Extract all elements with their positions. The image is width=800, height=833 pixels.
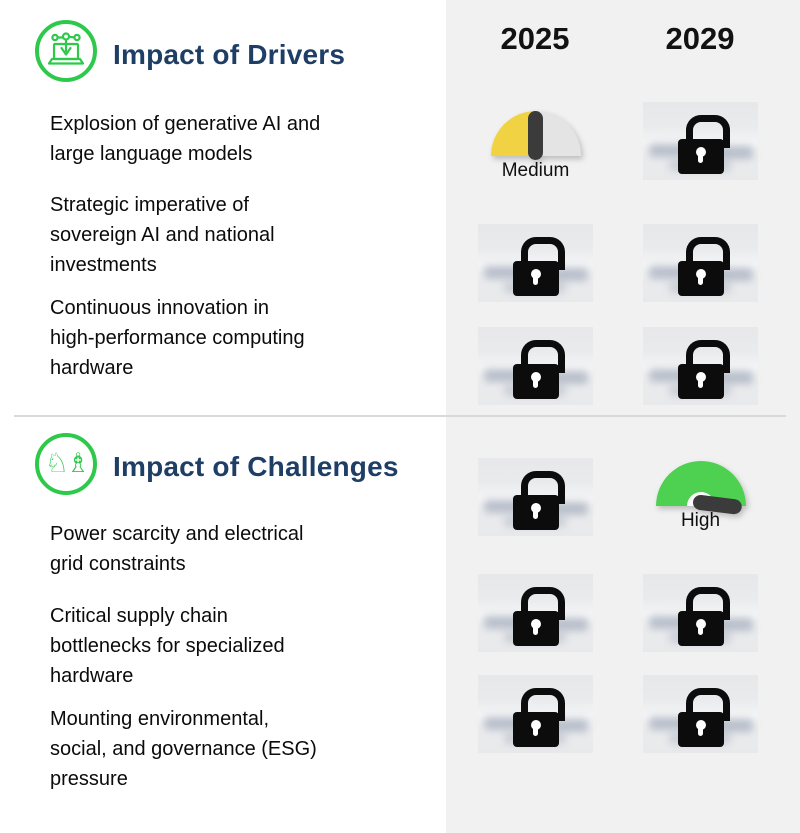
locked-value-cell[interactable] xyxy=(643,224,758,302)
locked-value-cell[interactable] xyxy=(478,458,593,536)
locked-value-cell[interactable] xyxy=(643,675,758,753)
gauge-level-label: High xyxy=(680,510,721,531)
lock-icon xyxy=(677,237,730,296)
lock-icon xyxy=(677,688,730,747)
locked-value-cell[interactable] xyxy=(478,574,593,652)
lock-icon xyxy=(677,115,730,174)
year-column-header-2025: 2025 xyxy=(500,21,570,56)
impact-gauge-high: High xyxy=(643,461,758,532)
locked-value-cell[interactable] xyxy=(643,574,758,652)
lock-icon xyxy=(677,587,730,646)
lock-icon xyxy=(677,340,730,399)
lock-icon xyxy=(512,688,565,747)
lock-icon xyxy=(512,340,565,399)
driver-label-hpc-hardware: Continuous innovation in high-performanc… xyxy=(50,297,305,379)
section-divider xyxy=(14,415,786,417)
locked-value-cell[interactable] xyxy=(478,675,593,753)
challenge-label-power-scarcity: Power scarcity and electrical grid const… xyxy=(50,523,304,575)
driver-label-sovereign-ai: Strategic imperative of sovereign AI and… xyxy=(50,194,275,276)
lock-icon xyxy=(512,587,565,646)
year-column-header-2029: 2029 xyxy=(665,21,735,56)
section-title-drivers: Impact of Drivers xyxy=(113,39,346,70)
chess-strategy-icon: ♘♗ xyxy=(35,433,97,495)
driver-label-generative-ai: Explosion of generative AI and large lan… xyxy=(50,113,321,165)
lock-icon xyxy=(512,237,565,296)
impact-gauge-medium: Medium xyxy=(478,111,593,182)
locked-value-cell[interactable] xyxy=(643,102,758,180)
keyhole xyxy=(695,147,706,163)
locked-value-cell[interactable] xyxy=(478,327,593,405)
locked-value-cell[interactable] xyxy=(643,327,758,405)
lock-icon xyxy=(512,471,565,530)
gauge-needle xyxy=(528,111,543,160)
chess-pieces-glyph: ♘♗ xyxy=(44,447,90,479)
locked-value-cell[interactable] xyxy=(478,224,593,302)
gauge-level-label: Medium xyxy=(501,160,570,181)
ai-computer-icon-art xyxy=(47,32,85,65)
ai-computer-icon xyxy=(35,20,97,82)
section-title-challenges: Impact of Challenges xyxy=(113,451,399,482)
challenge-label-esg-pressure: Mounting environmental, social, and gove… xyxy=(50,708,317,790)
challenge-label-supply-chain: Critical supply chain bottlenecks for sp… xyxy=(50,605,285,687)
